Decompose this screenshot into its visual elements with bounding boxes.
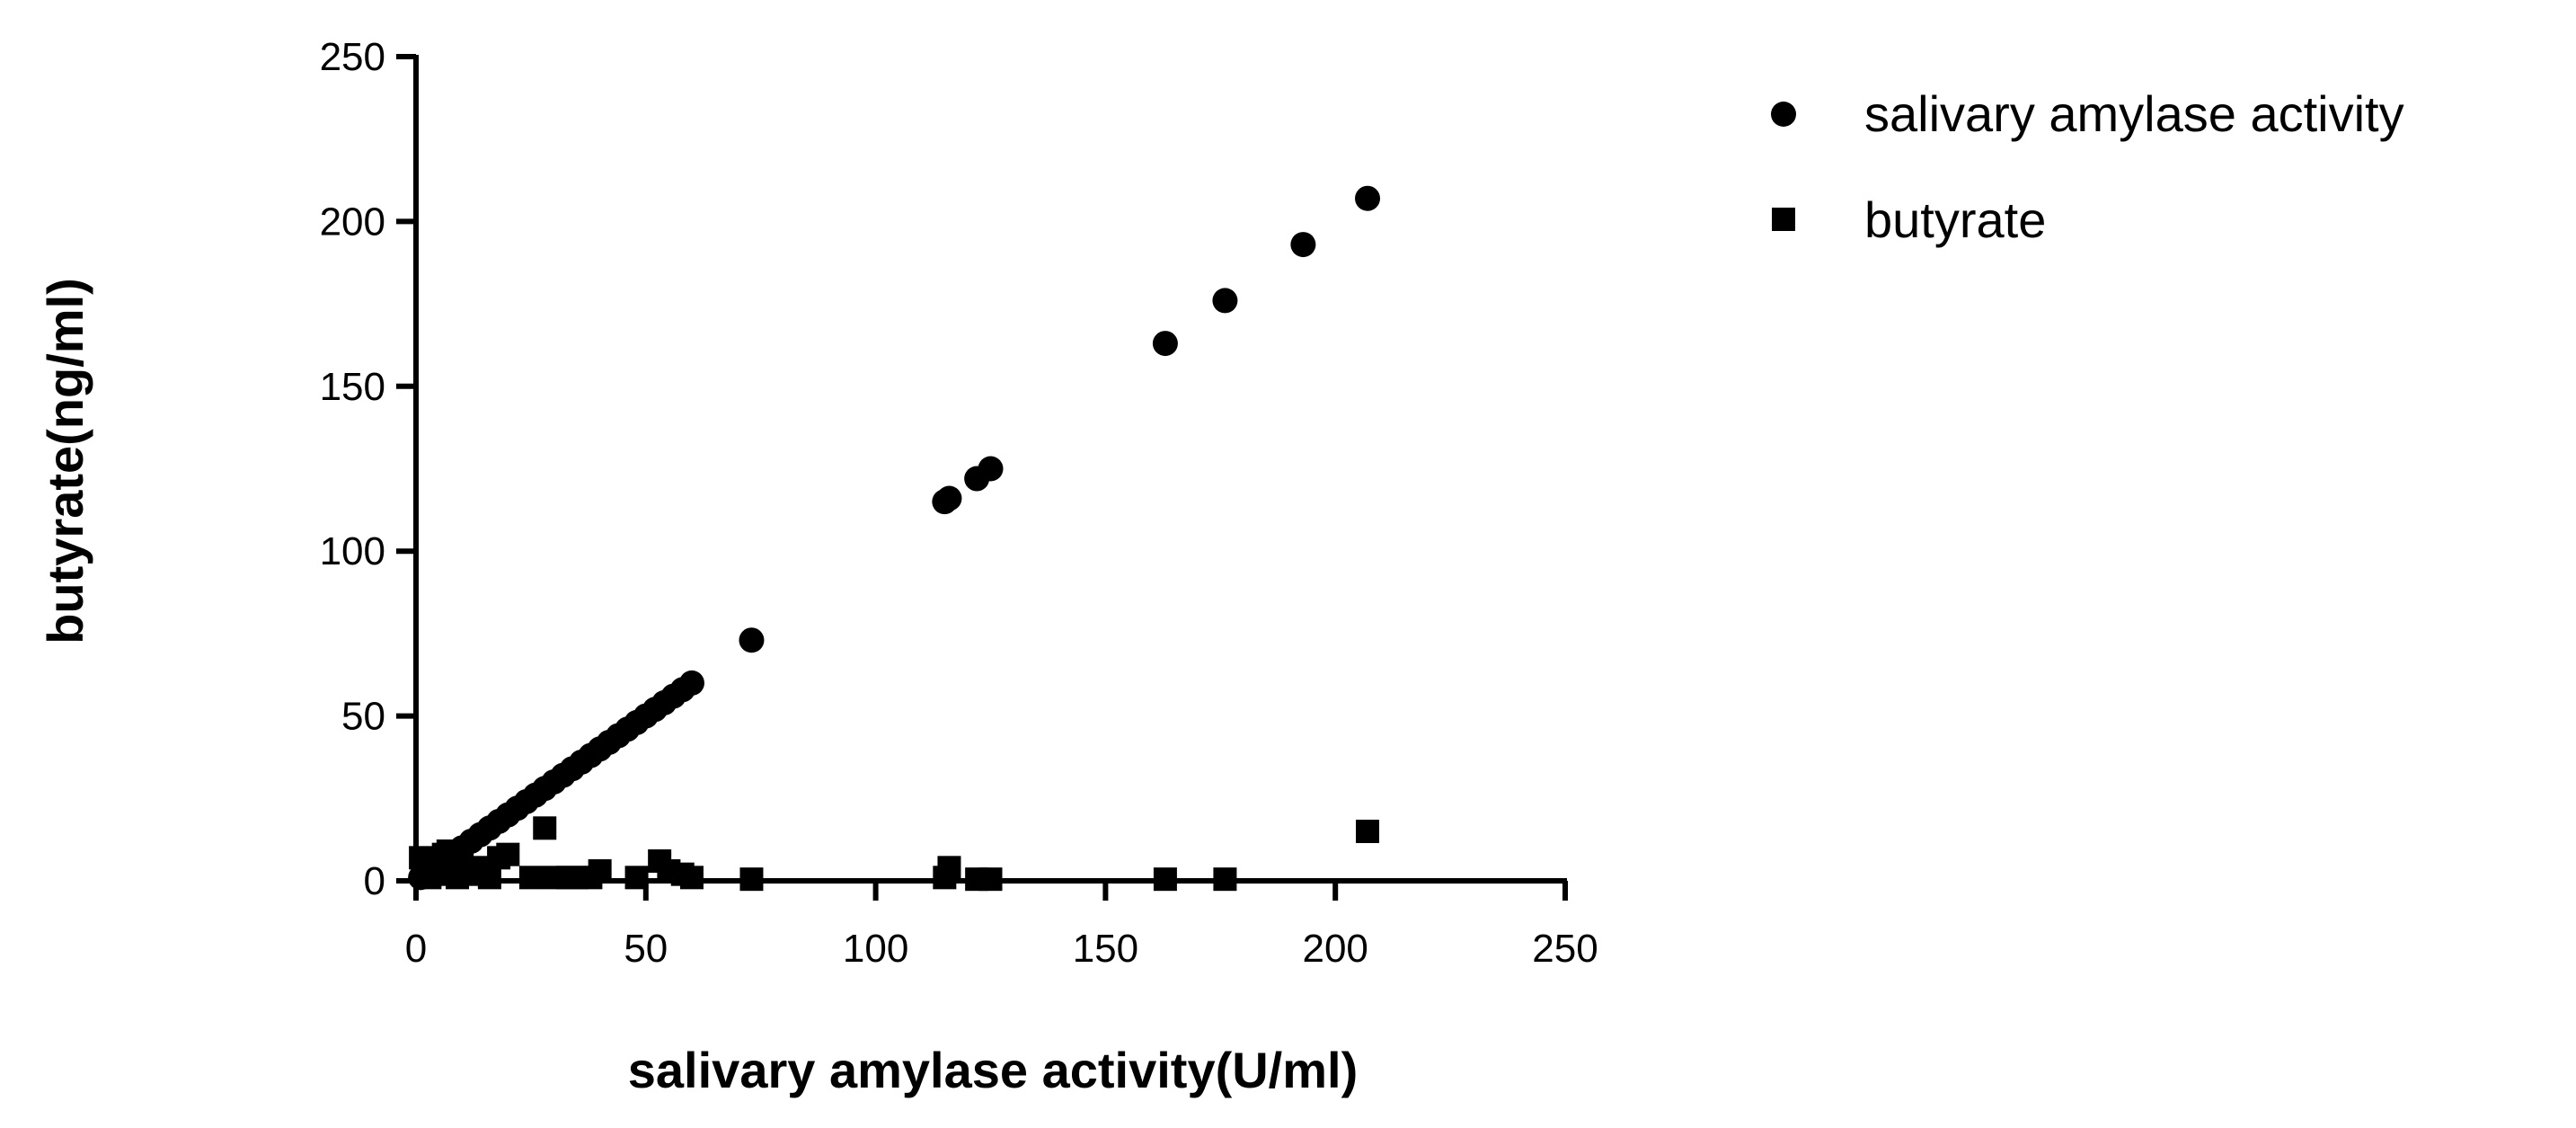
data-point-butyrate — [937, 856, 961, 880]
data-point-butyrate — [624, 866, 649, 890]
x-tick-label: 200 — [1302, 927, 1368, 971]
x-axis-title: salivary amylase activity(U/ml) — [628, 1042, 1358, 1098]
data-point-salivary-amylase-activity — [1212, 288, 1238, 314]
data-point-butyrate — [739, 867, 764, 892]
x-tick-label: 150 — [1073, 927, 1138, 971]
data-point-butyrate — [978, 867, 1003, 892]
data-point-butyrate — [1153, 867, 1177, 892]
data-point-salivary-amylase-activity — [1290, 232, 1316, 258]
y-tick-label: 250 — [320, 35, 385, 79]
y-tick-label: 50 — [341, 695, 385, 739]
y-tick-label: 150 — [320, 365, 385, 409]
legend-marker-butyrate — [1772, 208, 1795, 231]
legend-marker-salivary-amylase-activity — [1771, 102, 1796, 127]
y-tick-label: 100 — [320, 529, 385, 573]
data-point-butyrate — [496, 842, 520, 866]
legend-label-butyrate: butyrate — [1864, 191, 2046, 248]
data-point-salivary-amylase-activity — [678, 670, 704, 696]
data-point-salivary-amylase-activity — [1355, 185, 1381, 211]
y-tick-label: 200 — [320, 200, 385, 244]
legend-label-salivary-amylase-activity: salivary amylase activity — [1864, 85, 2404, 142]
data-point-butyrate — [1356, 819, 1380, 843]
data-point-butyrate — [518, 866, 543, 890]
data-points — [408, 185, 1381, 892]
y-axis-ticks: 0 50 100 150 200 250 — [320, 35, 416, 903]
data-point-butyrate — [588, 858, 612, 883]
data-point-salivary-amylase-activity — [936, 485, 962, 511]
data-point-butyrate — [533, 816, 557, 840]
x-tick-label: 0 — [405, 927, 427, 971]
x-tick-label: 250 — [1532, 927, 1598, 971]
data-point-butyrate — [679, 866, 704, 890]
y-axis-title: butyrate(ng/ml) — [37, 278, 93, 644]
x-tick-label: 50 — [624, 927, 668, 971]
data-point-salivary-amylase-activity — [978, 456, 1004, 482]
data-point-butyrate — [477, 866, 501, 890]
data-point-salivary-amylase-activity — [1152, 331, 1178, 357]
legend: salivary amylase activity butyrate — [1771, 85, 2404, 248]
y-tick-label: 0 — [364, 859, 385, 903]
x-tick-label: 100 — [843, 927, 908, 971]
data-point-salivary-amylase-activity — [739, 627, 765, 653]
x-axis-ticks: 0 50 100 150 200 250 — [405, 881, 1598, 971]
data-point-butyrate — [1213, 867, 1237, 892]
